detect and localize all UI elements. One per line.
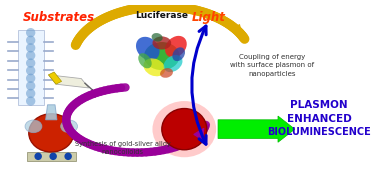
Ellipse shape: [152, 36, 171, 50]
Circle shape: [26, 58, 35, 68]
Polygon shape: [27, 152, 76, 161]
Circle shape: [26, 43, 35, 53]
Text: Luciferase: Luciferase: [135, 11, 188, 20]
Ellipse shape: [162, 109, 207, 150]
Circle shape: [26, 35, 35, 45]
FancyArrow shape: [218, 116, 295, 142]
Text: Substrates: Substrates: [23, 11, 95, 24]
Polygon shape: [49, 72, 61, 84]
Circle shape: [26, 28, 35, 37]
Text: Coupling of energy
with surface plasmon of
nanoparticles: Coupling of energy with surface plasmon …: [230, 54, 314, 77]
Polygon shape: [46, 105, 57, 120]
Circle shape: [64, 153, 72, 160]
Text: Light: Light: [192, 11, 225, 24]
Ellipse shape: [29, 114, 74, 152]
Ellipse shape: [61, 120, 78, 133]
Ellipse shape: [164, 55, 182, 72]
Ellipse shape: [172, 47, 185, 61]
Ellipse shape: [136, 37, 159, 60]
Polygon shape: [49, 75, 89, 88]
Circle shape: [26, 66, 35, 75]
Circle shape: [26, 96, 35, 106]
Ellipse shape: [144, 42, 179, 70]
Circle shape: [49, 153, 57, 160]
Ellipse shape: [25, 120, 42, 133]
Circle shape: [26, 89, 35, 98]
Ellipse shape: [165, 36, 187, 58]
Text: BIOLUMINESCENCE: BIOLUMINESCENCE: [267, 127, 371, 137]
Polygon shape: [18, 30, 44, 105]
Ellipse shape: [152, 33, 163, 42]
Ellipse shape: [160, 68, 173, 78]
Circle shape: [34, 153, 42, 160]
Ellipse shape: [138, 53, 152, 68]
Text: PLASMON: PLASMON: [290, 100, 348, 110]
Ellipse shape: [144, 58, 165, 76]
Text: ENHANCED: ENHANCED: [287, 113, 352, 124]
Circle shape: [26, 81, 35, 90]
Polygon shape: [90, 90, 98, 97]
Ellipse shape: [152, 101, 216, 157]
Circle shape: [26, 74, 35, 83]
Circle shape: [26, 51, 35, 60]
Text: Synthesis of gold-silver alloy
nanocolloids: Synthesis of gold-silver alloy nanocollo…: [75, 141, 170, 155]
